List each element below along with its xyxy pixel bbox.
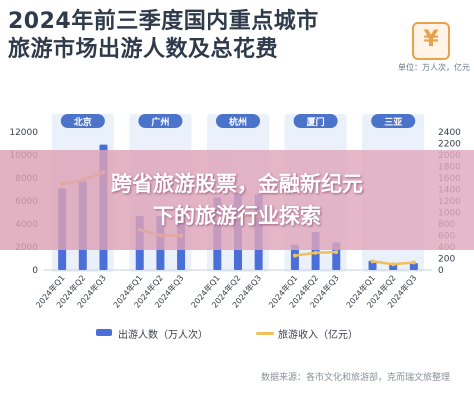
city-tag — [216, 114, 260, 128]
city-tag — [60, 114, 105, 128]
legend-label-revenue: 旅游收入（亿元） — [278, 330, 358, 341]
yen-logo-glyph: ¥ — [423, 27, 439, 52]
data-source-note: 数据来源：各市文化和旅游部，克而瑞文旅整理 — [260, 373, 450, 383]
banner-title-line-1: 跨省旅游股票，金融新纪元 — [111, 172, 363, 196]
visitor-bar — [389, 264, 398, 270]
y-right-tick-label: 2200 — [438, 140, 461, 150]
y-left-tick-label: 0 — [32, 266, 38, 276]
banner-title-line-2: 下的旅游行业探索 — [153, 204, 321, 228]
city-label: 三亚 — [384, 117, 402, 128]
brand-logo-icon: ¥ — [412, 22, 450, 60]
y-right-tick-label: 200 — [438, 255, 455, 265]
city-label: 广州 — [151, 116, 169, 128]
city-tag — [371, 114, 416, 128]
revenue-point — [370, 259, 375, 264]
y-left-tick-label: 12000 — [9, 128, 38, 138]
legend-bar-swatch — [96, 329, 112, 336]
revenue-point — [313, 250, 318, 255]
revenue-point — [411, 260, 416, 265]
city-label: 北京 — [74, 116, 92, 128]
city-label: 厦门 — [307, 116, 325, 128]
city-tag — [293, 114, 338, 128]
y-right-tick-label: 2400 — [438, 128, 461, 138]
legend-line-swatch — [256, 332, 274, 335]
legend-label-visitors: 出游人数（万人次） — [118, 330, 208, 341]
y-right-tick-label: 0 — [438, 266, 444, 276]
article-banner[interactable]: 跨省旅游股票，金融新纪元 下的旅游行业探索 — [0, 150, 474, 250]
title-line-2: 旅游市场出游人数及总花费 — [8, 37, 279, 62]
revenue-point — [334, 250, 339, 255]
city-tag — [138, 114, 183, 128]
unit-label: 单位：万人次，亿元 — [398, 63, 470, 72]
visitor-bar — [368, 260, 377, 270]
chart-title: 2024年前三季度国内重点城市 旅游市场出游人数及总花费 — [8, 8, 319, 64]
revenue-point — [292, 253, 297, 258]
visitor-bar — [409, 263, 418, 270]
title-line-1: 2024年前三季度国内重点城市 — [8, 9, 319, 34]
revenue-point — [391, 262, 396, 267]
city-label: 杭州 — [229, 116, 247, 128]
